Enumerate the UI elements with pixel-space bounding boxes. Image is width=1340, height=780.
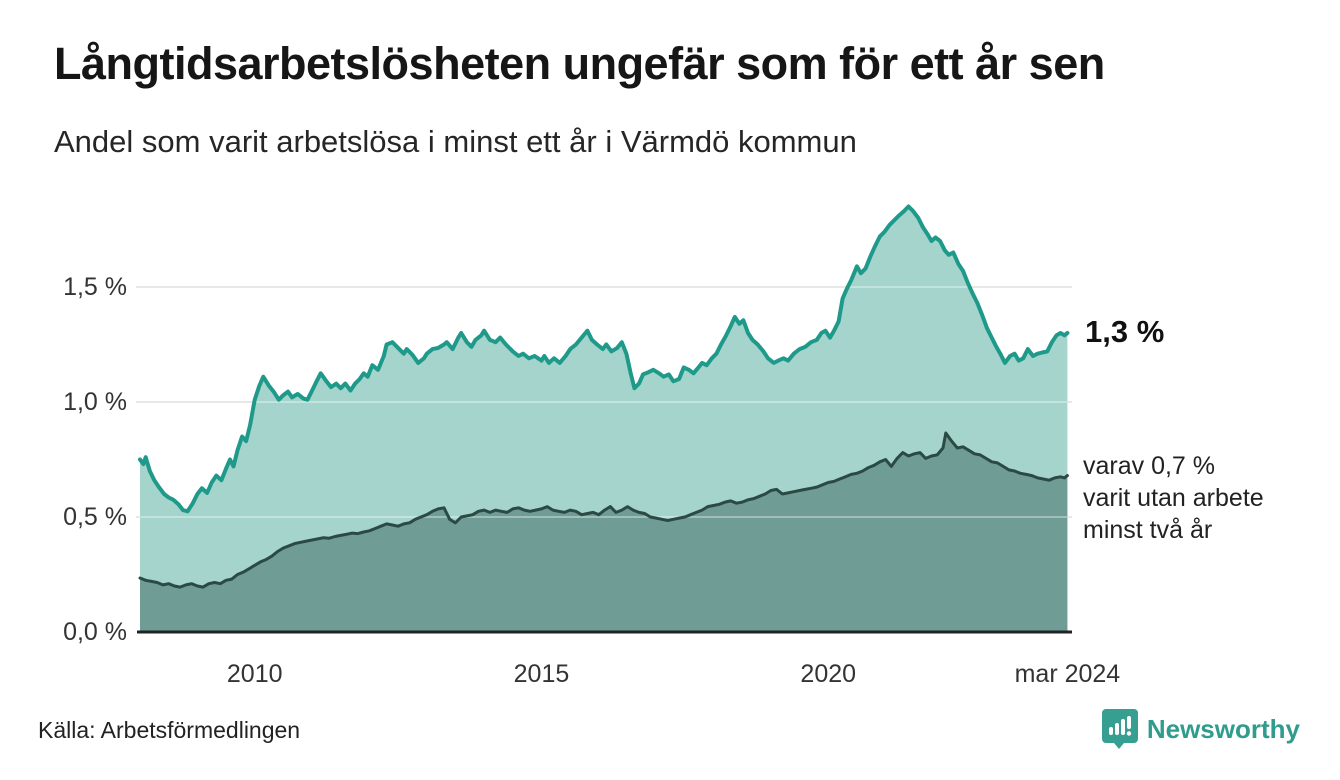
y-axis-tick-label: 1,0 % [63,388,127,416]
area-unemployed-two-years [140,433,1068,632]
x-axis-tick-label: 2020 [800,660,857,688]
chart-subtitle: Andel som varit arbetslösa i minst ett å… [54,124,857,159]
bar-chart-speech-bubble-icon [1101,709,1138,749]
series-annotation: varav 0,7 % varit utan arbete minst två … [1083,451,1264,544]
line-unemployed-two-years [138,431,1069,589]
x-axis-tick-label: mar 2024 [1014,660,1121,688]
newsworthy-logo: Newsworthy [1101,708,1300,750]
x-axis-tick-label: 2015 [513,660,570,688]
gridlines-overlay [136,286,1072,518]
line-unemployed-one-year [138,204,1070,514]
brand-name: Newsworthy [1146,713,1300,744]
y-axis-tick-label: 0,0 % [63,618,127,646]
y-axis-tick-label: 0,5 % [63,503,127,531]
series-end-value-label: 1,3 % [1085,314,1165,349]
page-title: Långtidsarbetslösheten ungefär som för e… [54,38,1105,89]
source-note: Källa: Arbetsförmedlingen [38,717,301,743]
y-axis-tick-label: 1,5 % [63,273,127,301]
x-axis-tick-label: 2010 [226,660,283,688]
